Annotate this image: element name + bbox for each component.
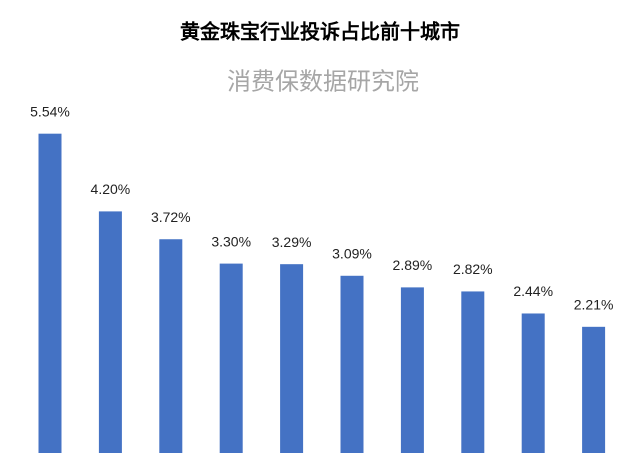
bar [280,264,304,453]
value-label: 3.30% [211,233,251,249]
value-label: 3.29% [272,234,312,250]
chart-subtitle: 消费保数据研究院 [227,68,419,96]
bar [461,291,485,453]
bar [219,263,243,453]
bar [340,275,364,453]
bar [38,133,62,453]
value-label: 2.89% [393,257,433,273]
bar [98,211,122,453]
value-label: 2.44% [513,283,553,299]
bar [159,239,183,453]
value-label: 3.09% [332,245,372,261]
bar [521,313,545,453]
bar [400,287,424,453]
value-label: 2.21% [574,297,614,313]
value-label: 4.20% [91,181,131,197]
value-label: 2.82% [453,261,493,277]
value-label: 3.72% [151,209,191,225]
value-label: 5.54% [30,103,70,119]
bar [582,326,606,453]
chart-title: 黄金珠宝行业投诉占比前十城市 [180,20,460,44]
